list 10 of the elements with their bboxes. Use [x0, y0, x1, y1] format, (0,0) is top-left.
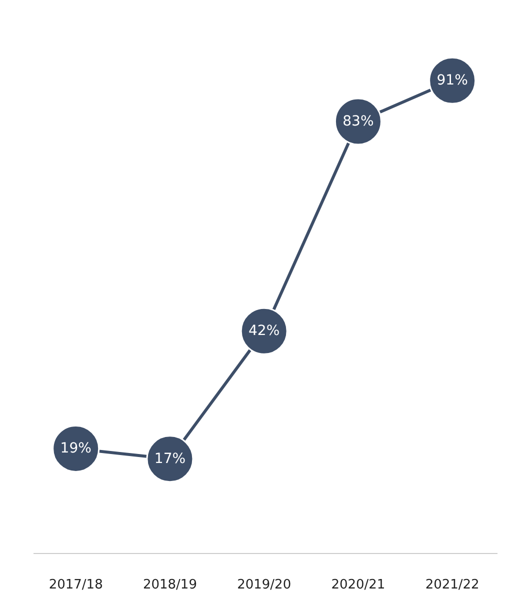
x-tick-label: 2021/22 — [425, 578, 480, 592]
x-tick-label: 2017/18 — [48, 578, 103, 592]
data-label: 83% — [342, 114, 374, 130]
data-label: 19% — [60, 440, 92, 457]
x-tick-label: 2020/21 — [331, 578, 386, 592]
data-label: 42% — [248, 323, 280, 340]
x-tick-label: 2018/19 — [142, 578, 197, 592]
data-label: 17% — [154, 450, 186, 467]
x-tick-label: 2019/20 — [237, 578, 292, 592]
data-label: 91% — [436, 72, 468, 89]
